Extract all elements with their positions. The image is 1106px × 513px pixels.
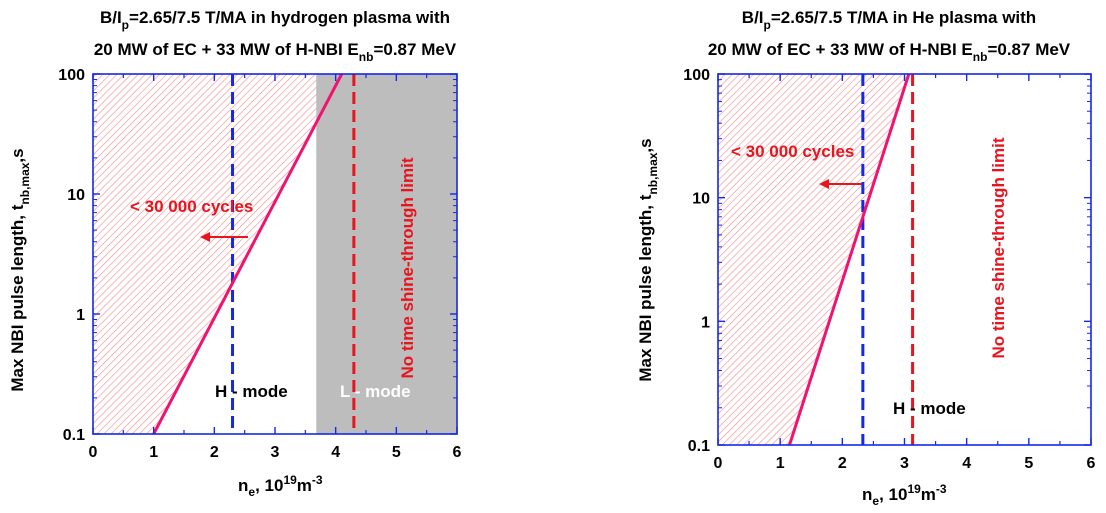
annotation-h-mode: H - mode bbox=[215, 382, 288, 401]
annotation-cycles: < 30 000 cycles bbox=[731, 142, 854, 161]
plot-area bbox=[93, 74, 457, 434]
y-tick-label: 1 bbox=[701, 314, 710, 331]
x-tick-label: 4 bbox=[331, 444, 340, 461]
chart-title-line1: B/Ip=2.65/7.5 T/MA in hydrogen plasma wi… bbox=[100, 8, 450, 32]
x-tick-label: 2 bbox=[838, 455, 847, 472]
x-axis-label: ne, 1019m-3 bbox=[862, 482, 947, 508]
hatched-region bbox=[718, 74, 909, 445]
y-tick-label: 100 bbox=[58, 67, 85, 84]
x-tick-label: 5 bbox=[1024, 455, 1033, 472]
chart-title-line2: 20 MW of EC + 33 MW of H-NBI Enb=0.87 Me… bbox=[94, 40, 457, 64]
y-tick-label: 0.1 bbox=[63, 427, 85, 444]
x-tick-label: 5 bbox=[392, 444, 401, 461]
x-tick-label: 0 bbox=[89, 444, 98, 461]
series-line bbox=[788, 74, 911, 445]
series-line bbox=[152, 74, 344, 434]
y-tick-label: 10 bbox=[692, 191, 710, 208]
x-tick-label: 6 bbox=[453, 444, 462, 461]
hatched-region bbox=[93, 74, 342, 434]
x-tick-label: 0 bbox=[714, 455, 723, 472]
y-axis-label: Max NBI pulse length, tnb,max,s bbox=[8, 148, 32, 391]
axis-ticks: 0 1 2 3 4 5 6 0.1 1 10 100 bbox=[58, 67, 461, 461]
annotation-no-shine: No time shine-through limit bbox=[989, 137, 1008, 358]
y-tick-label: 0.1 bbox=[688, 438, 710, 455]
x-tick-label: 2 bbox=[210, 444, 219, 461]
x-tick-label: 1 bbox=[776, 455, 785, 472]
chart-title-line2: 20 MW of EC + 33 MW of H-NBI Enb=0.87 Me… bbox=[708, 40, 1071, 64]
arrow-head bbox=[200, 232, 210, 242]
x-tick-label: 4 bbox=[962, 455, 971, 472]
annotation-l-mode: L - mode bbox=[340, 382, 411, 401]
x-tick-label: 6 bbox=[1087, 455, 1096, 472]
annotation-no-shine: No time shine-through limit bbox=[398, 157, 417, 378]
annotation-h-mode: H - mode bbox=[893, 399, 966, 418]
annotation-cycles: < 30 000 cycles bbox=[130, 197, 253, 216]
axis-ticks: 0 1 2 3 4 5 6 0.1 1 10 100 bbox=[683, 67, 1095, 472]
x-axis-label: ne, 1019m-3 bbox=[238, 473, 323, 499]
l-mode-shaded-region bbox=[316, 74, 457, 434]
y-tick-label: 1 bbox=[76, 307, 85, 324]
plot-area bbox=[718, 74, 915, 445]
chart-title-line1: B/Ip=2.65/7.5 T/MA in He plasma with bbox=[742, 8, 1036, 32]
chart-left: B/Ip=2.65/7.5 T/MA in hydrogen plasma wi… bbox=[8, 8, 462, 499]
y-axis-label: Max NBI pulse length, tnb,max,s bbox=[636, 138, 660, 381]
x-tick-label: 3 bbox=[271, 444, 280, 461]
x-tick-label: 1 bbox=[149, 444, 158, 461]
x-tick-label: 3 bbox=[900, 455, 909, 472]
y-tick-label: 100 bbox=[683, 67, 710, 84]
arrow-head bbox=[819, 179, 829, 189]
chart-right: B/Ip=2.65/7.5 T/MA in He plasma with 20 … bbox=[636, 8, 1096, 508]
y-tick-label: 10 bbox=[67, 187, 85, 204]
